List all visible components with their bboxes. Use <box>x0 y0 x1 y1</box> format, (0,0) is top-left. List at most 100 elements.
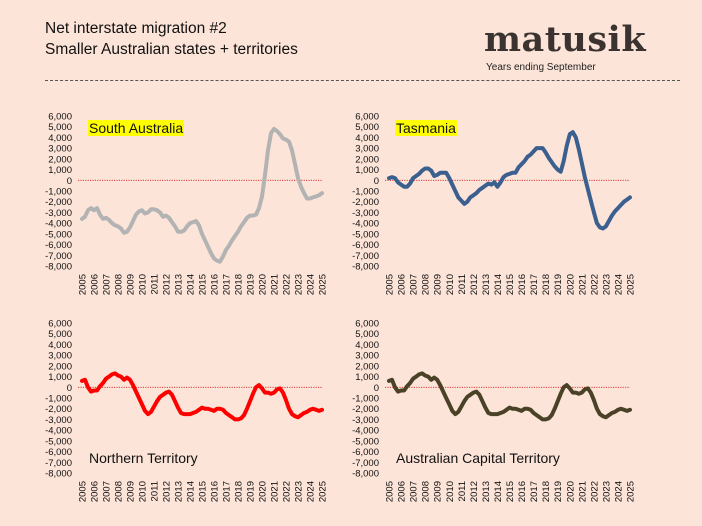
page-title: Net interstate migration #2 <box>45 20 227 37</box>
x-tick-label: 2009 <box>433 274 444 295</box>
x-tick-label: 2016 <box>210 274 221 295</box>
x-tick-label: 2008 <box>421 481 432 502</box>
x-tick-label: 2013 <box>174 274 185 295</box>
x-tick-label: 2006 <box>397 481 408 502</box>
y-tick-label: -3,000 <box>45 208 72 219</box>
x-tick-label: 2018 <box>541 274 552 295</box>
y-tick-label: 4,000 <box>355 133 379 144</box>
x-tick-label: 2018 <box>541 481 552 502</box>
brand-logo: matusik <box>484 19 647 60</box>
y-tick-label: 4,000 <box>48 133 72 144</box>
x-tick-label: 2007 <box>102 274 113 295</box>
x-tick-label: 2010 <box>445 274 456 295</box>
y-tick-label: 2,000 <box>355 361 379 372</box>
x-tick-label: 2005 <box>78 481 89 502</box>
x-tick-label: 2016 <box>517 481 528 502</box>
x-tick-label: 2015 <box>505 274 516 295</box>
x-tick-label: 2005 <box>78 274 89 295</box>
y-tick-label: -1,000 <box>352 394 379 405</box>
x-tick-label: 2022 <box>589 481 600 502</box>
y-tick-label: -6,000 <box>45 447 72 458</box>
x-tick-label: 2024 <box>613 274 624 295</box>
chart-title-south-australia: South Australia <box>88 120 185 136</box>
x-tick-label: 2019 <box>553 481 564 502</box>
x-tick-label: 2014 <box>186 481 197 502</box>
x-tick-label: 2021 <box>577 274 588 295</box>
x-tick-label: 2015 <box>505 481 516 502</box>
series-line-south-australia <box>80 126 324 264</box>
x-tick-label: 2017 <box>222 481 233 502</box>
header: Net interstate migration #2 Smaller Aust… <box>45 18 298 60</box>
y-tick-label: -4,000 <box>45 426 72 437</box>
x-tick-label: 2008 <box>421 274 432 295</box>
chart-south-australia: 6,0005,0004,0003,0002,0001,0000-1,000-2,… <box>45 112 328 296</box>
y-tick-label: 3,000 <box>48 351 72 362</box>
y-tick-label: -5,000 <box>352 436 379 447</box>
x-tick-label: 2011 <box>150 274 161 294</box>
y-tick-label: -4,000 <box>45 219 72 230</box>
y-tick-label: -4,000 <box>352 426 379 437</box>
x-tick-label: 2025 <box>318 274 329 295</box>
y-tick-label: -8,000 <box>352 262 379 273</box>
x-tick-label: 2009 <box>126 481 137 502</box>
x-tick-label: 2011 <box>150 481 161 501</box>
x-tick-label: 2010 <box>138 274 149 295</box>
x-tick-label: 2010 <box>445 481 456 502</box>
y-tick-label: 0 <box>67 383 72 394</box>
x-tick-label: 2020 <box>565 481 576 502</box>
x-tick-label: 2017 <box>529 274 540 295</box>
x-tick-label: 2021 <box>577 481 588 502</box>
y-tick-label: -7,000 <box>45 458 72 469</box>
x-tick-label: 2006 <box>90 274 101 295</box>
x-tick-label: 2018 <box>234 481 245 502</box>
y-tick-label: -7,000 <box>45 251 72 262</box>
x-tick-label: 2025 <box>626 274 637 295</box>
x-tick-label: 2007 <box>409 274 420 295</box>
x-tick-label: 2009 <box>126 274 137 295</box>
brand-note: Years ending September <box>486 62 596 73</box>
x-tick-label: 2020 <box>565 274 576 295</box>
x-tick-label: 2020 <box>258 481 269 502</box>
y-tick-label: 6,000 <box>355 319 379 330</box>
header-divider <box>45 80 680 81</box>
y-tick-label: 5,000 <box>355 122 379 133</box>
y-tick-label: 0 <box>374 176 379 187</box>
y-tick-label: -2,000 <box>45 197 72 208</box>
y-tick-label: -5,000 <box>352 229 379 240</box>
y-tick-label: 3,000 <box>48 144 72 155</box>
y-tick-label: 1,000 <box>48 165 72 176</box>
x-tick-label: 2012 <box>162 274 173 295</box>
x-tick-label: 2022 <box>282 481 293 502</box>
chart-title-tasmania: Tasmania <box>395 120 457 136</box>
x-tick-label: 2014 <box>493 481 504 502</box>
series-line-act <box>387 371 632 422</box>
y-tick-label: 5,000 <box>355 329 379 340</box>
x-tick-label: 2007 <box>409 481 420 502</box>
x-tick-label: 2018 <box>234 274 245 295</box>
y-tick-label: 1,000 <box>355 165 379 176</box>
x-tick-label: 2023 <box>294 481 305 502</box>
y-tick-label: 1,000 <box>355 372 379 383</box>
y-tick-label: -8,000 <box>45 262 72 273</box>
y-tick-label: -6,000 <box>352 447 379 458</box>
y-tick-label: -7,000 <box>352 458 379 469</box>
x-tick-label: 2012 <box>469 274 480 295</box>
y-tick-label: -3,000 <box>45 415 72 426</box>
x-tick-label: 2013 <box>174 481 185 502</box>
x-tick-label: 2025 <box>318 481 329 502</box>
x-tick-label: 2023 <box>601 481 612 502</box>
x-tick-label: 2025 <box>626 481 637 502</box>
x-tick-label: 2020 <box>258 274 269 295</box>
x-tick-label: 2009 <box>433 481 444 502</box>
y-tick-label: 0 <box>374 383 379 394</box>
page-subtitle: Smaller Australian states + territories <box>45 41 298 58</box>
y-tick-label: 5,000 <box>48 122 72 133</box>
x-tick-label: 2022 <box>589 274 600 295</box>
y-tick-label: 6,000 <box>355 112 379 123</box>
x-tick-label: 2016 <box>210 481 221 502</box>
x-tick-label: 2008 <box>114 274 125 295</box>
y-tick-label: -4,000 <box>352 219 379 230</box>
y-tick-label: 5,000 <box>48 329 72 340</box>
y-tick-label: 0 <box>67 176 72 187</box>
